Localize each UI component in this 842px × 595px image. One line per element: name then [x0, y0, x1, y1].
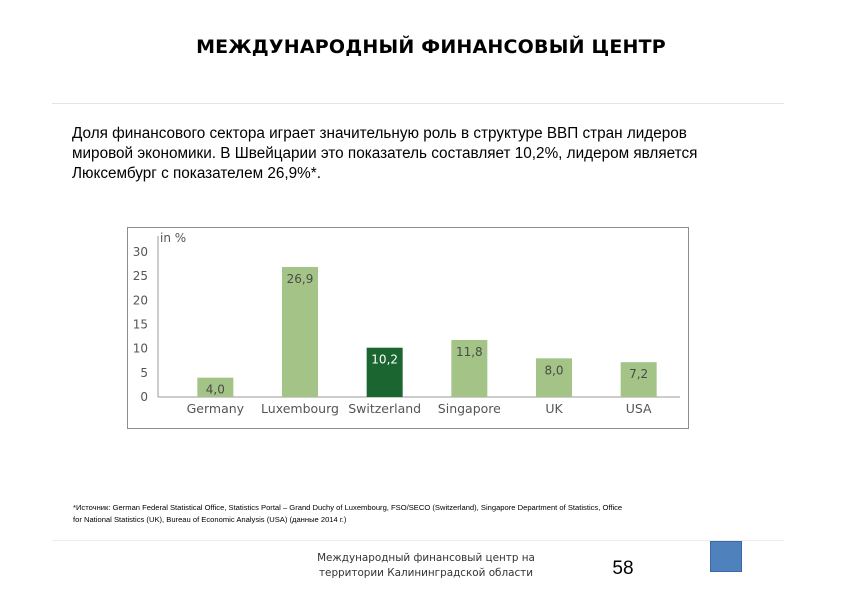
- y-tick-label: 5: [140, 366, 148, 380]
- x-tick-label: Singapore: [438, 401, 501, 416]
- bar-value-label: 26,9: [287, 272, 314, 286]
- bar: [282, 266, 318, 397]
- x-tick-label: Luxembourg: [261, 401, 339, 416]
- footer-line-1: Международный финансовый центр на: [317, 552, 535, 564]
- y-axis-label: in %: [160, 231, 186, 245]
- x-tick-label: Germany: [187, 401, 245, 416]
- chart-svg: in % 0 5 10 15 20 25 30 4,0 Germany 26,9 Luxembourg…: [133, 231, 680, 416]
- bar-value-label: 4,0: [206, 383, 225, 397]
- bar-chart: in % 0 5 10 15 20 25 30 4,0 Germany 26,9 Luxembourg…: [127, 227, 689, 429]
- x-tick-label: USA: [626, 401, 652, 416]
- bar: [620, 362, 657, 397]
- bar-value-label: 11,8: [456, 345, 483, 359]
- intro-paragraph: Доля финансового сектора играет значител…: [72, 125, 698, 182]
- bar: [451, 339, 488, 397]
- bar-value-label: 7,2: [629, 367, 648, 381]
- footer-divider: [52, 540, 784, 541]
- y-tick-label: 15: [133, 318, 148, 332]
- page-number: 58: [612, 558, 634, 579]
- x-tick-label: UK: [545, 401, 563, 416]
- y-tick-label: 30: [133, 245, 148, 259]
- y-tick-label: 20: [133, 293, 148, 307]
- bar-value-label: 8,0: [544, 363, 563, 377]
- x-tick-label: Switzerland: [348, 401, 421, 416]
- source-footnote: *Источник: German Federal Statistical Of…: [73, 503, 623, 524]
- bar: [366, 347, 403, 397]
- page-title: МЕЖДУНАРОДНЫЙ ФИНАНСОВЫЙ ЦЕНТР: [196, 36, 666, 58]
- blue-square-decoration: [710, 541, 742, 572]
- footer-line-2: территории Калининградской области: [319, 567, 533, 579]
- y-tick-label: 10: [133, 342, 148, 356]
- y-tick-label: 25: [133, 269, 148, 283]
- y-tick-label: 0: [140, 390, 148, 404]
- footer-caption: Международный финансовый центр на террит…: [282, 551, 570, 581]
- bar: [197, 377, 234, 397]
- bar: [536, 358, 572, 397]
- title-divider: [52, 103, 784, 104]
- bar-value-label: 10,2: [371, 353, 398, 367]
